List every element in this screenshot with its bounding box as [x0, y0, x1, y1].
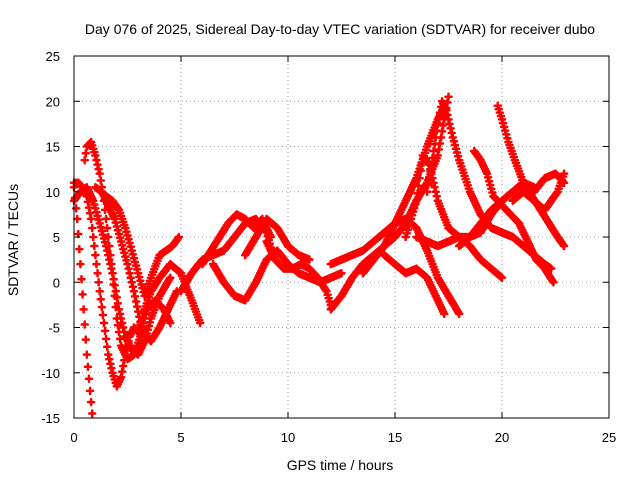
x-tick-label: 20	[495, 430, 509, 445]
x-tick-label: 10	[281, 430, 295, 445]
series-sat-o	[380, 250, 449, 319]
series-markers	[240, 214, 314, 264]
series-sat-f	[91, 182, 181, 346]
series-sat-u	[454, 169, 569, 251]
series-markers	[91, 182, 181, 346]
series-sat-k	[240, 214, 314, 264]
y-tick-label: 0	[53, 275, 60, 290]
y-tick-label: -15	[41, 411, 60, 426]
x-axis-label: GPS time / hours	[287, 457, 394, 473]
series-sat-i	[208, 246, 346, 305]
series-markers	[262, 237, 336, 310]
series-markers	[326, 214, 464, 319]
y-tick-label: 15	[46, 140, 60, 155]
x-tick-label: 0	[70, 430, 77, 445]
y-tick-label: 25	[46, 49, 60, 64]
series-sat-v	[508, 169, 569, 215]
series-markers	[454, 169, 569, 251]
series-markers	[380, 250, 449, 319]
series-layer	[69, 92, 569, 418]
ticks-layer: 0 5 10 15 20 25 -15 -10 -5 0 5 10 15 20 25	[41, 49, 616, 445]
series-sat-j	[262, 237, 336, 310]
y-tick-label: 5	[53, 230, 60, 245]
x-tick-label: 15	[388, 430, 402, 445]
x-tick-label: 25	[602, 430, 616, 445]
x-tick-label: 5	[177, 430, 184, 445]
y-tick-label: -5	[48, 321, 60, 336]
y-axis-label: SDTVAR / TECUs	[5, 184, 21, 296]
series-markers	[208, 246, 346, 305]
chart-title: Day 076 of 2025, Sidereal Day-to-day VTE…	[85, 21, 595, 37]
y-tick-label: -10	[41, 366, 60, 381]
series-markers	[508, 169, 569, 215]
series-sat-m	[326, 214, 464, 319]
y-tick-label: 20	[46, 94, 60, 109]
y-tick-label: 10	[46, 185, 60, 200]
